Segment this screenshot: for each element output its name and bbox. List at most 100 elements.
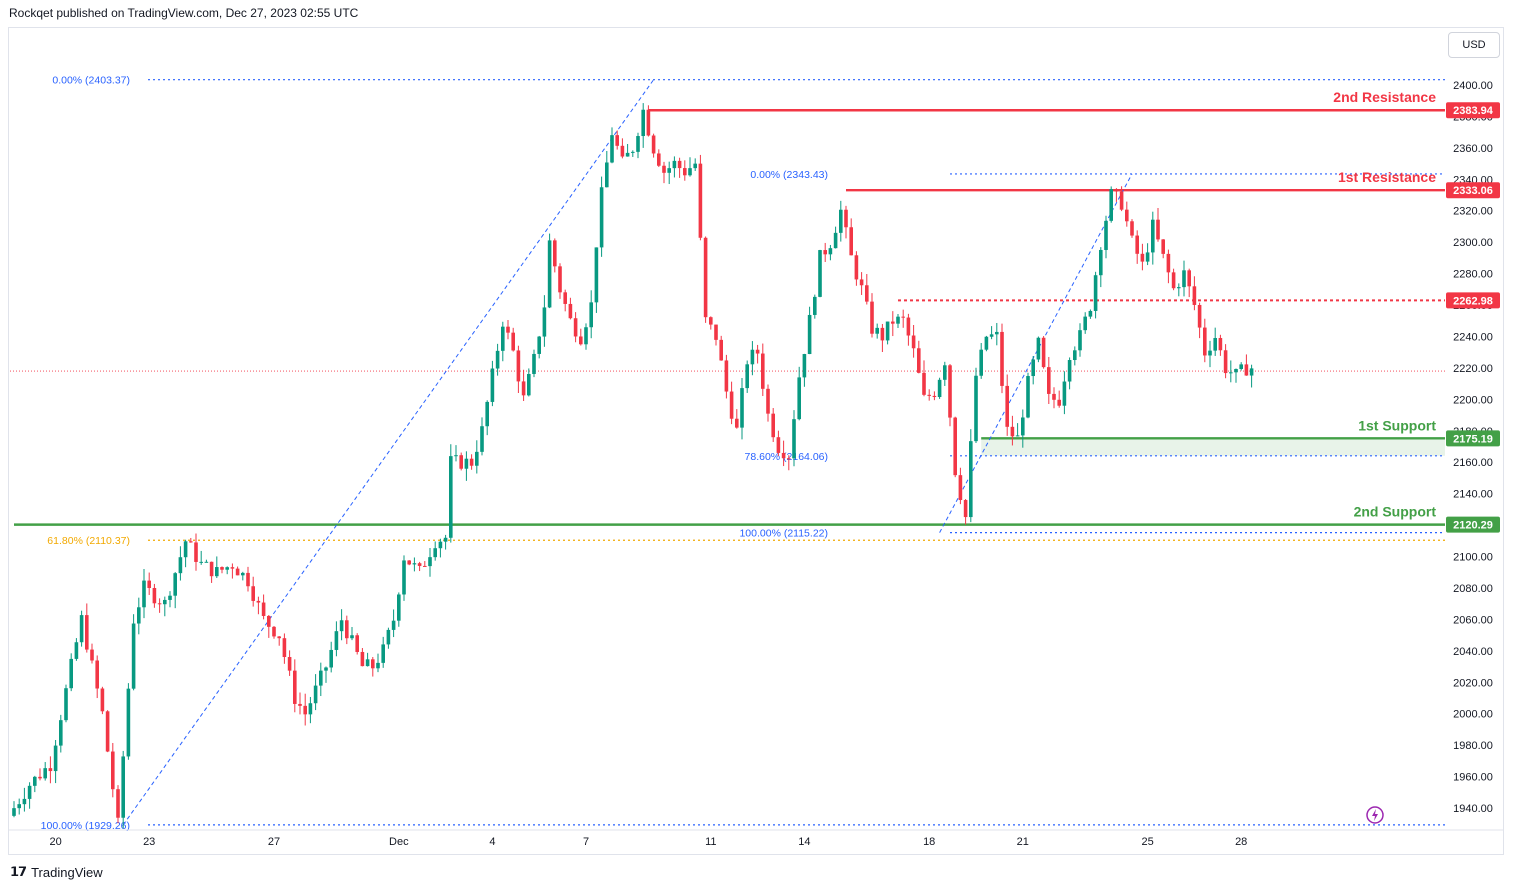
x-tick-label: 18 xyxy=(923,836,935,848)
y-tick-label: 2160.00 xyxy=(1453,457,1493,469)
flash-icon[interactable] xyxy=(1366,806,1384,824)
candle-body xyxy=(111,751,115,790)
candle-body xyxy=(1197,304,1202,328)
candle-body xyxy=(246,572,250,587)
candle-body xyxy=(298,703,302,706)
candle-body xyxy=(454,455,458,457)
candle-body xyxy=(807,314,812,355)
candle-body xyxy=(568,303,573,319)
candle-body xyxy=(293,670,297,704)
candle-body xyxy=(662,165,666,173)
candle-body xyxy=(984,336,989,350)
candle-body xyxy=(1021,417,1025,436)
candle-body xyxy=(178,557,183,574)
currency-button[interactable]: USD xyxy=(1448,32,1500,58)
candle-body xyxy=(277,636,281,639)
candle-body xyxy=(594,247,599,303)
x-tick-label: 21 xyxy=(1017,836,1029,848)
candle-body xyxy=(870,301,874,334)
candle-body xyxy=(319,670,323,686)
candle-body xyxy=(485,401,489,427)
candle-body xyxy=(1088,310,1093,317)
candle-body xyxy=(573,318,578,337)
candle-body xyxy=(521,381,526,396)
candle-body xyxy=(1083,316,1087,331)
candle-body xyxy=(1031,359,1035,377)
candle-body xyxy=(345,620,349,639)
candle-body xyxy=(407,560,411,565)
candle-body xyxy=(90,649,94,661)
candle-body xyxy=(1114,189,1119,192)
candle-body xyxy=(615,135,619,146)
candle-body xyxy=(589,302,593,328)
candle-body xyxy=(147,580,151,588)
level-price-label: 2383.94 xyxy=(1453,105,1494,117)
candle-body xyxy=(735,418,739,428)
candle-body xyxy=(766,388,770,414)
candle-body xyxy=(885,321,890,341)
candle-body xyxy=(1161,239,1165,254)
candle-body xyxy=(282,638,287,658)
candle-body xyxy=(152,587,157,604)
candle-body xyxy=(381,644,385,663)
candle-body xyxy=(256,600,261,603)
candle-body xyxy=(438,541,443,549)
candle-body xyxy=(251,586,255,601)
candle-body xyxy=(469,458,474,466)
y-tick-label: 1980.00 xyxy=(1453,740,1493,752)
candle-body xyxy=(828,248,833,255)
candle-body xyxy=(974,375,978,442)
tradingview-logo[interactable]: 𝟭𝟳 TradingView xyxy=(10,864,103,880)
candle-body xyxy=(1239,364,1243,369)
candle-body xyxy=(688,168,692,176)
candle-body xyxy=(131,623,136,689)
candle-body xyxy=(1125,209,1129,222)
candle-body xyxy=(1218,337,1223,351)
candle-body xyxy=(33,776,37,786)
candle-body xyxy=(287,657,292,671)
candle-body xyxy=(433,548,437,558)
candle-body xyxy=(371,659,375,669)
candle-body xyxy=(516,350,521,382)
level-price-tag xyxy=(1446,430,1500,447)
candle-body xyxy=(17,804,21,809)
candle-body xyxy=(532,353,536,374)
candle-body xyxy=(605,162,609,188)
candle-body xyxy=(761,353,765,389)
candle-body xyxy=(209,561,214,577)
level-price-label: 2120.29 xyxy=(1453,520,1493,532)
candle-body xyxy=(1119,191,1124,210)
x-tick-label: 23 xyxy=(143,836,155,848)
candle-body xyxy=(1203,327,1207,356)
candle-body xyxy=(1171,272,1176,289)
candle-body xyxy=(553,240,557,267)
candle-body xyxy=(547,240,552,308)
candle-body xyxy=(563,292,567,304)
y-tick-label: 2400.00 xyxy=(1453,80,1493,92)
candle-body xyxy=(797,377,801,420)
levels-layer xyxy=(10,109,1445,526)
candle-body xyxy=(787,458,791,460)
candle-body xyxy=(267,615,271,627)
candle-body xyxy=(1052,393,1056,400)
level-price-tag xyxy=(1446,102,1500,119)
candle-body xyxy=(339,620,344,632)
candle-body xyxy=(719,339,723,361)
candle-body xyxy=(1015,435,1020,437)
candle-body xyxy=(1036,337,1041,360)
candle-body xyxy=(1000,331,1004,386)
candle-body xyxy=(979,349,983,376)
fib-trendline xyxy=(939,173,1133,533)
candle-body xyxy=(1249,368,1254,376)
candle-body xyxy=(1135,235,1139,254)
x-tick-label: 20 xyxy=(49,836,61,848)
candle-body xyxy=(1182,270,1186,288)
candle-body xyxy=(657,153,661,166)
candle-body xyxy=(1229,372,1233,374)
candle-body xyxy=(527,373,531,396)
candle-body xyxy=(865,285,869,302)
candle-body xyxy=(771,413,775,438)
candle-body xyxy=(729,391,734,419)
candle-body xyxy=(958,475,963,501)
